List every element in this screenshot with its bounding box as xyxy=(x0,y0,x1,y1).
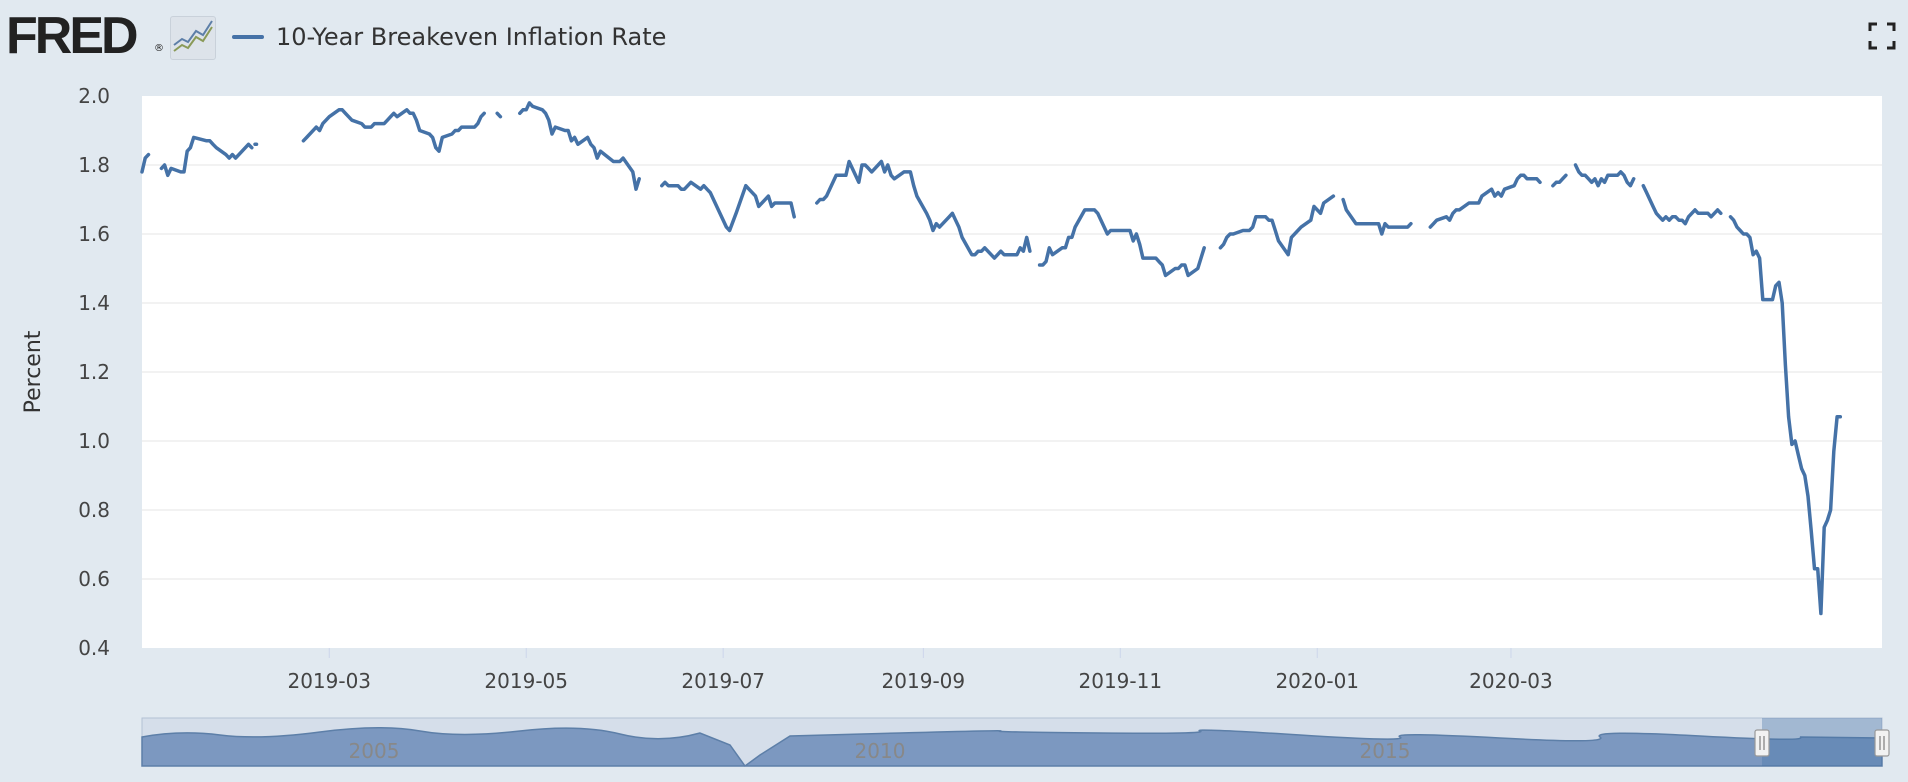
series-line xyxy=(495,111,503,119)
series-line xyxy=(159,135,254,178)
legend-swatch xyxy=(232,35,264,39)
x-tick-label: 2020-03 xyxy=(1469,669,1553,693)
series-line xyxy=(1551,173,1568,188)
line-chart-icon xyxy=(170,16,216,60)
legend-label: 10-Year Breakeven Inflation Rate xyxy=(276,23,667,51)
series-line xyxy=(1641,183,1723,226)
chart-header: FRED ® 10-Year Breakeven Inflation Rate xyxy=(0,0,1908,80)
series-line xyxy=(301,108,486,153)
series-line xyxy=(1341,197,1413,236)
series-line xyxy=(518,101,641,191)
x-tick-label: 2019-11 xyxy=(1079,669,1163,693)
y-tick-label: 1.8 xyxy=(78,153,110,177)
series-line xyxy=(1728,215,1843,616)
x-tick-label: 2020-01 xyxy=(1275,669,1359,693)
registered-mark: ® xyxy=(154,43,164,54)
y-tick-label: 0.8 xyxy=(78,498,110,522)
x-tick-label: 2019-05 xyxy=(484,669,568,693)
y-tick-label: 1.0 xyxy=(78,429,110,453)
x-tick-label: 2019-03 xyxy=(287,669,371,693)
navigator-selection xyxy=(1762,718,1882,766)
fullscreen-icon[interactable] xyxy=(1868,22,1896,50)
x-tick-label: 2019-07 xyxy=(681,669,765,693)
navigator-series xyxy=(141,726,1883,768)
y-axis: 2.0 1.8 1.6 1.4 1.2 1.0 0.8 0.6 0.4 xyxy=(78,84,110,660)
x-tick-label: 2019-09 xyxy=(882,669,966,693)
y-axis-label: Percent xyxy=(21,330,46,413)
y-tick-label: 2.0 xyxy=(78,84,110,108)
series-line xyxy=(1573,163,1636,188)
navigator-label: 2010 xyxy=(855,739,906,763)
legend: 10-Year Breakeven Inflation Rate xyxy=(232,20,666,54)
series-line xyxy=(1218,194,1336,257)
navigator-handle[interactable] xyxy=(1874,729,1890,757)
navigator-handle[interactable] xyxy=(1754,729,1770,757)
series-line xyxy=(1428,173,1542,229)
navigator-label: 2005 xyxy=(349,739,400,763)
y-tick-label: 1.4 xyxy=(78,291,110,315)
fred-logo[interactable]: FRED xyxy=(6,7,139,65)
series-group xyxy=(140,101,1843,616)
y-tick-label: 0.6 xyxy=(78,567,110,591)
navigator-label: 2015 xyxy=(1360,739,1411,763)
navigator[interactable]: 2005 2010 2015 xyxy=(141,717,1890,768)
series-line xyxy=(660,180,796,233)
x-axis: 2019-03 2019-05 2019-07 2019-09 2019-11 2020-… xyxy=(287,648,1553,693)
grid-lines xyxy=(142,164,1882,580)
series-line xyxy=(815,159,1032,260)
y-tick-label: 0.4 xyxy=(78,636,110,660)
y-tick-label: 1.6 xyxy=(78,222,110,246)
y-tick-label: 1.2 xyxy=(78,360,110,384)
series-line xyxy=(140,152,151,174)
series-line xyxy=(1037,208,1206,278)
